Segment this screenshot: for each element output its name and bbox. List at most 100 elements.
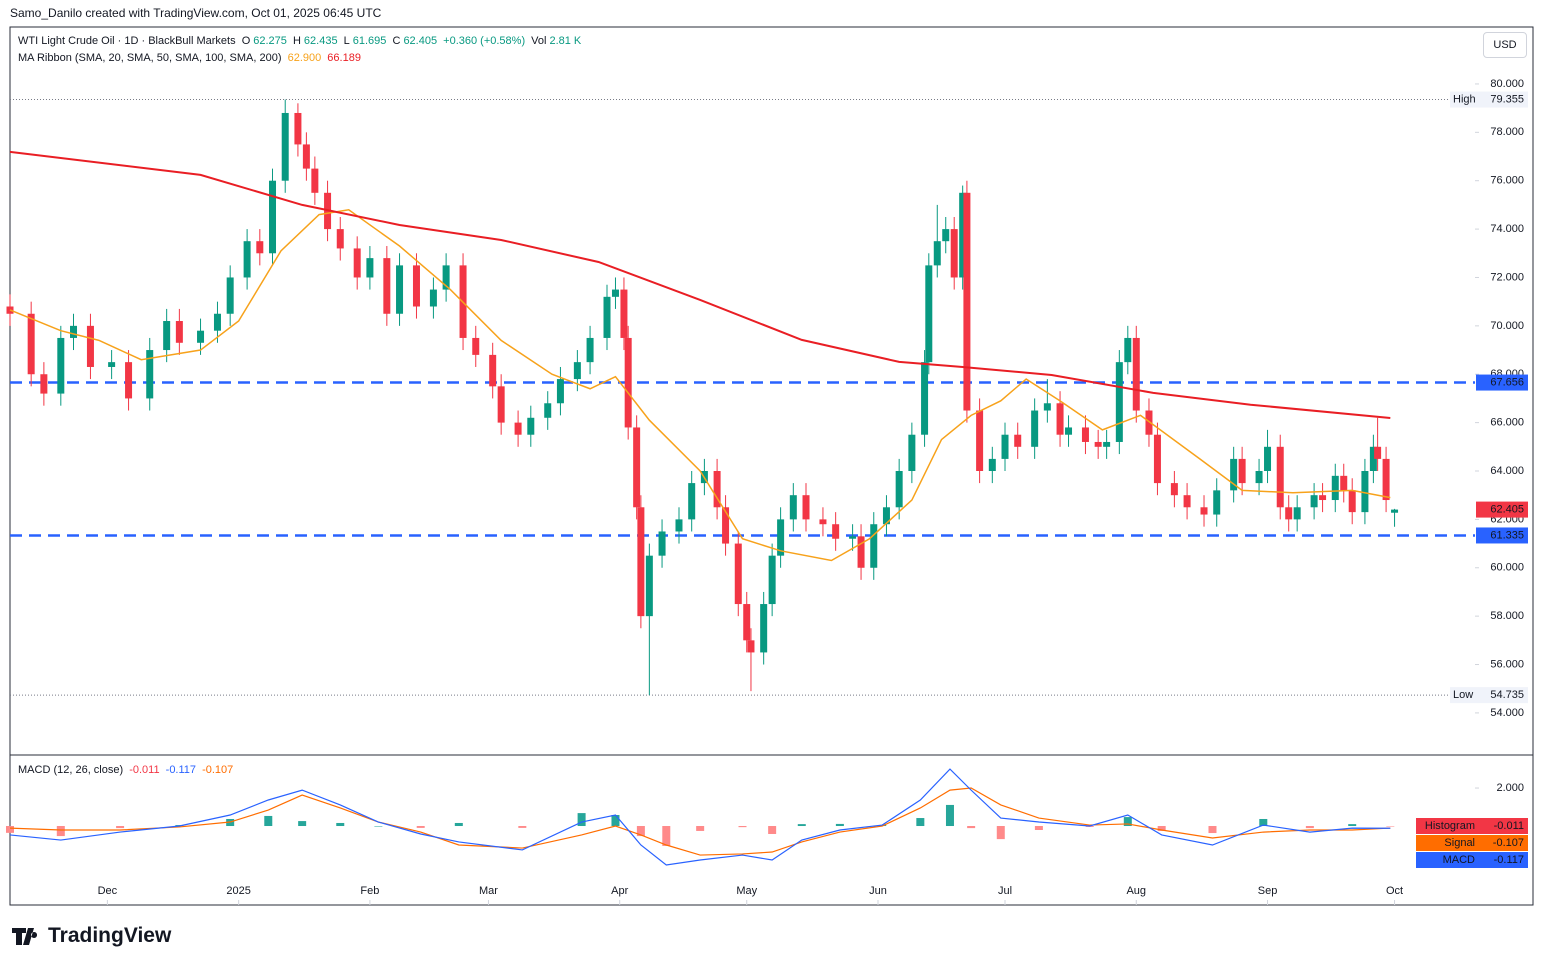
candle-body xyxy=(197,330,205,343)
candle-body xyxy=(1264,446,1272,471)
candle-body xyxy=(963,192,971,411)
candle-body xyxy=(789,495,797,520)
histogram-bar xyxy=(1259,818,1268,827)
candle-body xyxy=(722,507,730,544)
candle-body xyxy=(353,248,361,278)
candle-body xyxy=(882,507,890,525)
candle-body xyxy=(1014,434,1022,447)
candle-body xyxy=(1124,337,1132,363)
candle-body xyxy=(895,470,903,508)
candle-body xyxy=(556,379,564,404)
candle-body xyxy=(976,410,984,471)
candle-body xyxy=(86,325,94,367)
histogram-bar xyxy=(374,826,383,827)
volume: 2.81 K xyxy=(549,35,582,47)
candle-body xyxy=(527,417,535,435)
last-price-tag: 62.405 xyxy=(1490,503,1524,515)
macd-tag-bg xyxy=(1416,852,1528,868)
candle-body xyxy=(633,427,641,508)
candle-body xyxy=(125,362,133,399)
level-tag: 61.335 xyxy=(1490,529,1524,541)
macd-tag-name: MACD xyxy=(1443,854,1475,866)
x-tick-label: May xyxy=(736,885,757,897)
candle-body xyxy=(620,289,628,338)
ohlc-value: 62.435 xyxy=(303,35,338,47)
brand: TradingView xyxy=(48,924,172,947)
candle-body xyxy=(108,362,116,367)
ohlc-label: L xyxy=(343,35,350,47)
y-tick-label: 58.000 xyxy=(1490,610,1524,622)
histogram-bar xyxy=(835,823,844,827)
ohlc-value: 62.405 xyxy=(403,35,438,47)
histogram-bar xyxy=(1157,826,1166,831)
candle-body xyxy=(311,168,319,193)
histogram-bar xyxy=(738,826,747,828)
level-tag: 67.656 xyxy=(1490,376,1524,388)
attribution: Samo_Danilo created with TradingView.com… xyxy=(10,6,382,20)
candle-body xyxy=(870,524,878,568)
candle-body xyxy=(624,337,632,428)
currency-button[interactable]: USD xyxy=(1483,32,1527,58)
candle-body xyxy=(27,313,35,375)
histogram-bar xyxy=(264,815,273,827)
histogram-bar xyxy=(1305,826,1314,829)
candle-body xyxy=(819,519,827,525)
candle-body xyxy=(396,265,404,314)
volume-label: Vol xyxy=(531,35,547,47)
x-tick-label: Mar xyxy=(479,885,498,897)
x-tick-label: Aug xyxy=(1126,885,1146,897)
candle-body xyxy=(802,495,810,520)
candle-body xyxy=(734,543,742,605)
candle-body xyxy=(544,403,552,418)
candle-body xyxy=(1056,403,1064,435)
ma-label: MA Ribbon (SMA, 20, SMA, 50, SMA, 100, S… xyxy=(18,52,282,64)
histogram-tag-bg xyxy=(1416,818,1528,834)
candle-body xyxy=(713,470,721,508)
candle-body xyxy=(383,258,391,314)
extreme-tag-label: High xyxy=(1453,93,1476,105)
x-tick-label: 2025 xyxy=(226,885,250,897)
candle-body xyxy=(281,112,289,181)
candle-body xyxy=(988,458,996,471)
candle-body xyxy=(1238,458,1246,484)
candle-body xyxy=(442,265,450,290)
histogram-tag-value: -0.011 xyxy=(1494,820,1524,832)
candle-body xyxy=(950,229,958,278)
candle-body xyxy=(1183,495,1191,508)
candle-body xyxy=(857,536,865,568)
histogram-bar xyxy=(967,826,976,829)
histogram-bar xyxy=(336,822,345,827)
y-tick-label: 64.000 xyxy=(1490,465,1524,477)
candle-body xyxy=(747,640,755,653)
macd-title: MACD (12, 26, close) xyxy=(18,764,124,776)
candle-body xyxy=(472,337,480,355)
macd-value: -0.117 xyxy=(165,764,197,776)
signal-value: -0.107 xyxy=(202,764,234,776)
candle-body xyxy=(1153,434,1161,484)
histogram-bar xyxy=(116,826,125,829)
y-tick-label: 66.000 xyxy=(1490,417,1524,429)
extreme-tag-label: Low xyxy=(1453,689,1473,701)
candle-body xyxy=(925,265,933,363)
candle-body xyxy=(1348,490,1356,513)
extreme-tag-bg xyxy=(1450,687,1528,704)
candle-body xyxy=(57,337,65,394)
candle-body xyxy=(743,604,751,641)
y-tick-label: 76.000 xyxy=(1490,175,1524,187)
histogram-bar xyxy=(1034,826,1043,830)
histogram-bar xyxy=(768,826,777,834)
candle-body xyxy=(573,362,581,380)
candle-body xyxy=(1374,446,1382,459)
candle-body xyxy=(1132,337,1140,411)
candle-body xyxy=(603,296,611,338)
price-legend: WTI Light Crude Oil · 1D · BlackBull Mar… xyxy=(18,35,584,47)
extreme-tag-value: 79.355 xyxy=(1490,93,1524,105)
macd-legend: MACD (12, 26, close) -0.011 -0.117 -0.10… xyxy=(18,764,236,776)
candle-body xyxy=(760,604,768,653)
candle-body xyxy=(611,289,619,297)
histogram-bar xyxy=(454,822,463,827)
candle-body xyxy=(1043,403,1051,411)
histogram-bar xyxy=(945,804,954,827)
candle-body xyxy=(645,555,653,617)
candle-body xyxy=(959,192,967,278)
